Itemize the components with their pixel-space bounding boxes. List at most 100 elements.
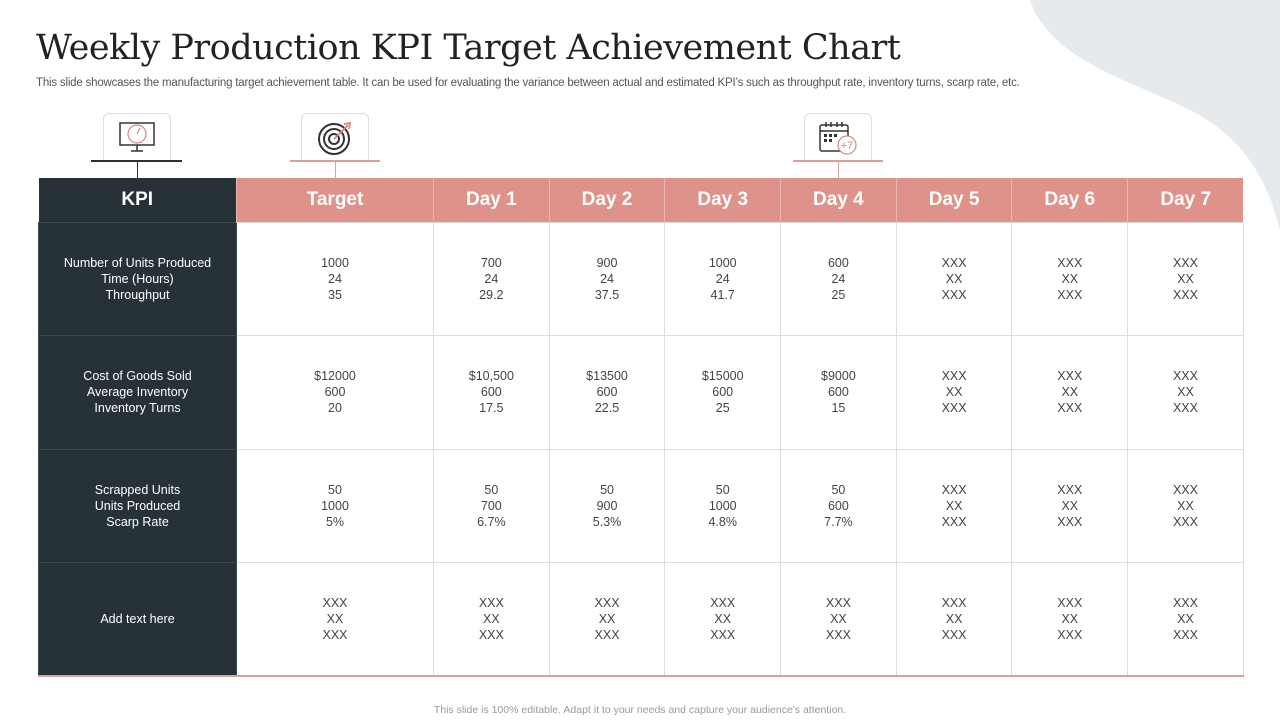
- cell-value: XX: [1177, 385, 1194, 400]
- cell-value: XXX: [594, 628, 620, 642]
- cell-value: XX: [1061, 271, 1079, 286]
- cell-value: XX: [483, 612, 500, 626]
- cell-value: XXX: [941, 401, 967, 416]
- kpi-label: Scarp Rate: [106, 514, 169, 529]
- column-header: Day 2: [548, 178, 665, 222]
- kpi-label: Average Inventory: [86, 385, 189, 400]
- page-title: Weekly Production KPI Target Achievement…: [36, 28, 901, 68]
- value-cell: $12000 600 20: [236, 335, 434, 450]
- column-header: Target: [236, 178, 434, 222]
- cell-value: 24: [715, 271, 730, 286]
- cell-value: 1000: [321, 498, 349, 513]
- cell-value: XXX: [1057, 596, 1083, 610]
- value-cell: XXX XX XXX: [548, 562, 666, 677]
- kpi-label: Inventory Turns: [94, 401, 181, 416]
- cell-value: XXX: [322, 628, 348, 642]
- cell-value: $13500: [586, 369, 628, 384]
- cell-value: XXX: [710, 596, 736, 610]
- value-cell: XXX XX XXX: [1127, 335, 1244, 450]
- cell-value: 600: [712, 385, 734, 400]
- value-cell: XXX XX XXX: [1011, 221, 1129, 336]
- cell-value: XXX: [1172, 596, 1198, 610]
- cell-value: 24: [600, 271, 614, 286]
- cell-value: XXX: [825, 628, 851, 642]
- cell-value: XXX: [1057, 401, 1083, 416]
- value-cell: 1000 24 41.7: [664, 221, 782, 336]
- cell-value: XXX: [941, 287, 967, 302]
- column-header: KPI: [38, 178, 237, 222]
- column-header: Day 3: [664, 178, 781, 222]
- value-cell: XXX XX XXX: [895, 221, 1013, 336]
- cell-value: XXX: [1057, 628, 1083, 642]
- cell-value: XXX: [478, 628, 504, 642]
- cell-value: 29.2: [479, 287, 504, 302]
- cell-value: 41.7: [710, 287, 735, 302]
- cell-value: XXX: [1057, 369, 1083, 384]
- cell-value: XXX: [710, 628, 736, 642]
- value-cell: XXX XX XXX: [1127, 562, 1244, 677]
- table-row: Add text here XXX XX XXX XXX XX XXX XXX XX XXX XXX…: [38, 562, 1244, 677]
- cell-value: XX: [1061, 498, 1079, 513]
- icon-connector: [137, 161, 138, 178]
- value-cell: 50 1000 4.8%: [664, 448, 782, 563]
- table-row: Scrapped Units Units Produced Scarp Rate 50…: [38, 448, 1244, 563]
- cell-value: XXX: [941, 482, 967, 497]
- cell-value: 50: [484, 482, 499, 497]
- value-cell: $15000 600 25: [664, 335, 782, 450]
- cell-value: 50: [715, 482, 730, 497]
- cell-value: XXX: [941, 369, 967, 384]
- cell-value: XXX: [1057, 255, 1083, 270]
- cell-value: 24: [831, 271, 846, 286]
- value-cell: XXX XX XXX: [895, 562, 1013, 677]
- cell-value: XX: [1061, 612, 1079, 626]
- kpi-label: Cost of Goods Sold: [83, 369, 192, 384]
- cell-value: 1000: [708, 498, 737, 513]
- cell-value: 20: [328, 401, 342, 416]
- column-header: Day 6: [1011, 178, 1128, 222]
- cell-value: 50: [328, 482, 342, 497]
- cell-value: XXX: [941, 514, 967, 529]
- value-cell: XXX XX XXX: [236, 562, 434, 677]
- cell-value: 600: [596, 385, 618, 400]
- kpi-label: Throughput: [105, 287, 170, 302]
- cell-value: 4.8%: [708, 514, 737, 529]
- cell-value: XX: [945, 498, 963, 513]
- cell-value: 1000: [321, 255, 349, 270]
- cell-value: 24: [484, 271, 499, 286]
- cell-value: XXX: [1172, 628, 1198, 642]
- cell-value: 37.5: [594, 287, 620, 302]
- cell-value: XXX: [1172, 255, 1198, 270]
- target-arrow-icon: [301, 113, 369, 161]
- kpi-label: Time (Hours): [101, 271, 174, 286]
- cell-value: 50: [600, 482, 614, 497]
- cell-value: 50: [831, 482, 846, 497]
- cell-value: 900: [596, 498, 618, 513]
- icon-underline: [91, 160, 182, 162]
- cell-value: 600: [827, 498, 849, 513]
- calendar-plus-seven-icon: +7: [804, 113, 872, 161]
- table-row: Cost of Goods Sold Average Inventory Inven…: [38, 335, 1244, 450]
- cell-value: 22.5: [594, 401, 620, 416]
- icon-connector: [838, 161, 839, 178]
- cell-value: XXX: [1172, 369, 1198, 384]
- cell-value: XX: [830, 612, 847, 626]
- column-header: Day 7: [1127, 178, 1244, 222]
- value-cell: 50 900 5.3%: [548, 448, 666, 563]
- cell-value: 35: [328, 287, 342, 302]
- cell-value: 25: [831, 287, 846, 302]
- value-cell: $10,500 600 17.5: [433, 335, 550, 450]
- cell-value: 7.7%: [824, 514, 853, 529]
- cell-value: XXX: [825, 596, 851, 610]
- kpi-label: Add text here: [100, 612, 175, 626]
- value-cell: 700 24 29.2: [433, 221, 550, 336]
- value-cell: XXX XX XXX: [1011, 562, 1129, 677]
- cell-value: $15000: [701, 369, 744, 384]
- value-cell: 900 24 37.5: [548, 221, 666, 336]
- cell-value: XXX: [1172, 287, 1198, 302]
- cell-value: XX: [1177, 612, 1194, 626]
- cell-value: XX: [945, 612, 963, 626]
- cell-value: XXX: [1172, 514, 1198, 529]
- svg-text:+7: +7: [841, 140, 854, 152]
- cell-value: XXX: [1172, 401, 1198, 416]
- page-subtitle: This slide showcases the manufacturing t…: [36, 77, 1020, 89]
